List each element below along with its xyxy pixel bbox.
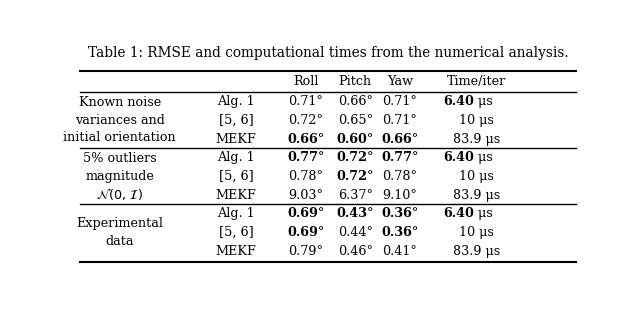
Text: 83.9 μs: 83.9 μs [453, 133, 500, 146]
Text: 0.60°: 0.60° [337, 133, 374, 146]
Text: Pitch: Pitch [339, 75, 372, 88]
Text: 0.71°: 0.71° [383, 114, 417, 127]
Text: 0.78°: 0.78° [383, 170, 417, 183]
Text: 6.37°: 6.37° [338, 189, 372, 202]
Text: MEKF: MEKF [216, 189, 257, 202]
Text: 0.77°: 0.77° [381, 151, 419, 164]
Text: Alg. 1: Alg. 1 [218, 207, 255, 220]
Text: [5, 6]: [5, 6] [219, 114, 253, 127]
Text: 10 μs: 10 μs [460, 170, 494, 183]
Text: Time/iter: Time/iter [447, 75, 506, 88]
Text: 9.03°: 9.03° [288, 189, 323, 202]
Text: 0.72°: 0.72° [288, 114, 323, 127]
Text: MEKF: MEKF [216, 245, 257, 258]
Text: 0.69°: 0.69° [287, 207, 324, 220]
Text: [5, 6]: [5, 6] [219, 170, 253, 183]
Text: Roll: Roll [293, 75, 319, 88]
Text: μs: μs [474, 95, 493, 108]
Text: 6.40: 6.40 [444, 95, 474, 108]
Text: 9.10°: 9.10° [383, 189, 417, 202]
Text: 0.46°: 0.46° [338, 245, 372, 258]
Text: variances and: variances and [75, 114, 164, 127]
Text: 0.78°: 0.78° [288, 170, 323, 183]
Text: μs: μs [474, 151, 493, 164]
Text: 83.9 μs: 83.9 μs [453, 245, 500, 258]
Text: 0.71°: 0.71° [288, 95, 323, 108]
Text: $\mathcal{N}(0,\,\mathcal{I})$: $\mathcal{N}(0,\,\mathcal{I})$ [96, 186, 143, 202]
Text: 10 μs: 10 μs [460, 226, 494, 239]
Text: 0.72°: 0.72° [337, 151, 374, 164]
Text: 83.9 μs: 83.9 μs [453, 189, 500, 202]
Text: 0.77°: 0.77° [287, 151, 324, 164]
Text: 0.43°: 0.43° [337, 207, 374, 220]
Text: 0.66°: 0.66° [287, 133, 324, 146]
Text: magnitude: magnitude [85, 170, 154, 183]
Text: 6.40: 6.40 [444, 207, 474, 220]
Text: 0.66°: 0.66° [381, 133, 419, 146]
Text: 5% outliers: 5% outliers [83, 152, 157, 165]
Text: μs: μs [474, 207, 493, 220]
Text: initial orientation: initial orientation [63, 131, 176, 144]
Text: 0.71°: 0.71° [383, 95, 417, 108]
Text: 0.69°: 0.69° [287, 226, 324, 239]
Text: 0.79°: 0.79° [288, 245, 323, 258]
Text: [5, 6]: [5, 6] [219, 226, 253, 239]
Text: 0.66°: 0.66° [338, 95, 372, 108]
Text: 6.40: 6.40 [444, 151, 474, 164]
Text: Alg. 1: Alg. 1 [218, 151, 255, 164]
Text: Experimental: Experimental [76, 217, 163, 230]
Text: 0.36°: 0.36° [381, 207, 419, 220]
Text: 0.41°: 0.41° [383, 245, 417, 258]
Text: 0.72°: 0.72° [337, 170, 374, 183]
Text: Known noise: Known noise [79, 96, 161, 109]
Text: MEKF: MEKF [216, 133, 257, 146]
Text: 10 μs: 10 μs [460, 114, 494, 127]
Text: Alg. 1: Alg. 1 [218, 95, 255, 108]
Text: data: data [106, 235, 134, 248]
Text: Yaw: Yaw [387, 75, 413, 88]
Text: 0.36°: 0.36° [381, 226, 419, 239]
Text: 0.44°: 0.44° [338, 226, 372, 239]
Text: Table 1: RMSE and computational times from the numerical analysis.: Table 1: RMSE and computational times fr… [88, 46, 568, 60]
Text: 0.65°: 0.65° [338, 114, 373, 127]
